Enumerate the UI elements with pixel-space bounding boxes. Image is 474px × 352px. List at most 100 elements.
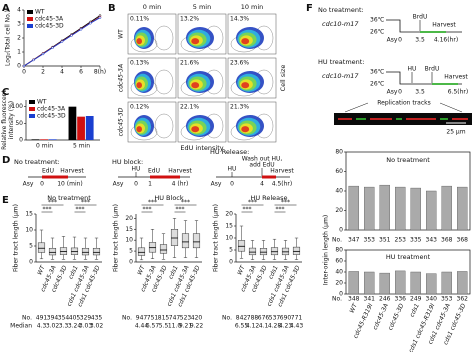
- temperature: 36℃: [370, 17, 385, 24]
- label: 10 (min): [57, 181, 83, 188]
- density: [191, 126, 200, 133]
- x-tick-label: 2: [41, 69, 45, 76]
- x-tick-label: 4: [60, 69, 64, 76]
- pulse-bar: [150, 175, 180, 179]
- scheme-title: No treatment:: [14, 158, 60, 166]
- n-value: 354: [58, 315, 70, 322]
- n-value: 351: [379, 237, 391, 244]
- density: [241, 82, 250, 89]
- percentage: 14.3%: [230, 16, 249, 23]
- label: Asy: [113, 181, 124, 188]
- n-value: 842: [236, 315, 248, 322]
- n-value: 362: [457, 296, 469, 303]
- n-value: 329: [80, 315, 92, 322]
- n-value: 347: [348, 237, 360, 244]
- column-label: 10 min: [241, 3, 264, 11]
- arrow: [439, 102, 463, 113]
- pulse-bar: [262, 175, 276, 179]
- n-value: 353: [364, 237, 376, 244]
- y-axis-label: Inter-origin length (μm): [323, 215, 330, 285]
- x-tick-label: 6: [79, 69, 83, 76]
- scheme-title: HU treatment:: [318, 58, 365, 66]
- n-value: 676: [258, 315, 270, 322]
- scheme-title: HU block:: [112, 158, 143, 166]
- label: Harvest: [270, 168, 294, 175]
- n-value: 368: [457, 237, 469, 244]
- gate: [154, 69, 174, 95]
- panel-letter: D: [2, 155, 10, 166]
- bar: [441, 271, 452, 295]
- x-tick-label: WT: [36, 263, 47, 276]
- fiber-image: [334, 113, 472, 125]
- point: [89, 21, 92, 25]
- y-axis-label: Log₂(Total cell No.): [5, 10, 12, 66]
- bar: [77, 116, 85, 140]
- label: Asy: [211, 181, 222, 188]
- panel-letter: F: [306, 3, 313, 14]
- bar: [68, 106, 77, 140]
- percentage: 0.13%: [130, 60, 149, 67]
- label: Harvest: [168, 168, 192, 175]
- percentage: 0.11%: [130, 16, 149, 23]
- point: [79, 28, 83, 31]
- track: [452, 118, 468, 120]
- y-tick-label: 0: [17, 63, 21, 70]
- legend-label: cdc45-3A: [37, 106, 66, 113]
- box: [181, 233, 190, 249]
- box: [48, 247, 57, 256]
- label: 3.5: [415, 89, 425, 96]
- legend-swatch: [27, 24, 33, 28]
- y-axis-label: intensity (%): [8, 101, 15, 139]
- point: [41, 52, 45, 56]
- temperature: 36℃: [370, 69, 385, 76]
- box: [237, 240, 246, 252]
- track: [370, 118, 392, 120]
- n-label: No.: [222, 315, 232, 322]
- y-tick-label: 60: [335, 258, 343, 265]
- label: 4 (hr): [172, 181, 189, 188]
- y-axis-label: Relative fluorescent: [1, 90, 8, 150]
- y-tick-label: 10: [225, 235, 233, 242]
- y-tick-label: 40: [335, 188, 343, 195]
- label: 0: [230, 181, 234, 188]
- box: [281, 247, 290, 256]
- row-label: WT: [118, 29, 125, 39]
- sig-label: ***: [248, 199, 257, 206]
- legend-swatch: [29, 114, 35, 118]
- median-label: Median: [10, 323, 32, 330]
- scale-label: 25 μm: [446, 129, 465, 136]
- gate: [154, 25, 174, 51]
- median-value: 3.3: [59, 323, 69, 330]
- n-label: No.: [122, 315, 132, 322]
- median-value: 4.44: [135, 323, 149, 330]
- label: 0: [40, 181, 44, 188]
- legend-label: cdc45-3D: [37, 113, 66, 120]
- label: HU: [132, 166, 141, 173]
- y-tick-label: 0: [339, 227, 343, 234]
- y-tick-label: 10: [25, 227, 33, 234]
- label: EdU: [148, 168, 160, 175]
- n-value: 340: [426, 296, 438, 303]
- label: HU: [408, 66, 417, 73]
- y-tick-label: 15: [125, 226, 133, 233]
- n-value: 341: [364, 296, 376, 303]
- y-tick-label: 10: [125, 237, 133, 244]
- panel-letter: E: [2, 195, 9, 206]
- percentage: 0.12%: [130, 104, 149, 111]
- median-value: 3.24: [68, 323, 82, 330]
- x-axis-label: EdU intensity: [180, 144, 223, 152]
- box: [192, 233, 201, 249]
- sig-label: ***: [243, 206, 252, 213]
- n-value: 336: [395, 296, 407, 303]
- n-value: 435: [91, 315, 103, 322]
- x-tick-label: WT: [349, 301, 360, 314]
- y-tick-label: 0: [339, 291, 343, 298]
- n-value: 747: [169, 315, 181, 322]
- point: [70, 34, 73, 37]
- y-tick-label: 0: [129, 259, 133, 266]
- track: [396, 118, 402, 120]
- legend-label: WT: [37, 99, 47, 106]
- box: [270, 247, 279, 256]
- label: 3.5: [415, 37, 425, 44]
